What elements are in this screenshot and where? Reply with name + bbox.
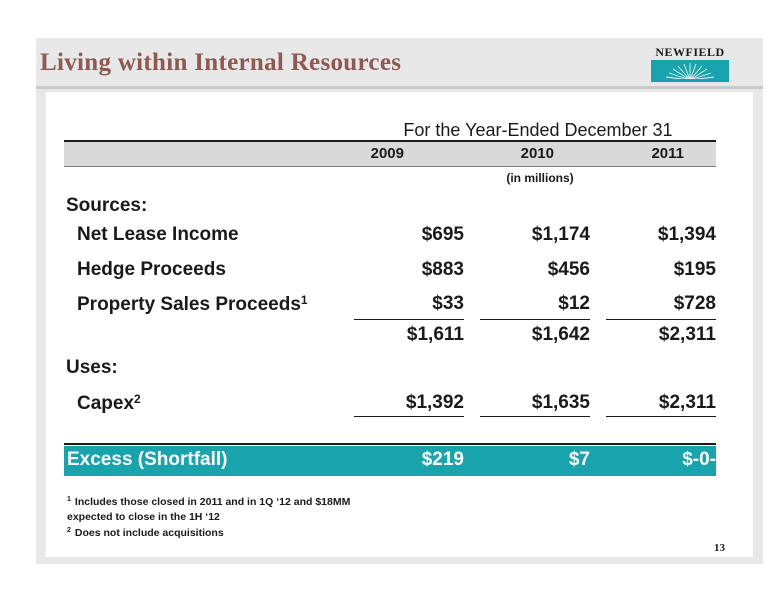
subtotal-rule-2010	[480, 319, 590, 320]
cell-capex-2011: $2,311	[658, 392, 716, 413]
subtotal-rule-2011	[606, 319, 716, 320]
row-label-net-lease-income: Net Lease Income	[77, 224, 239, 245]
header-top-rule	[64, 140, 716, 142]
footnote-ref-2: 2	[134, 392, 141, 406]
year-header-2009: 2009	[370, 145, 404, 162]
cell-hedge-2009: $883	[421, 259, 464, 280]
cell-excess-2010: $7	[568, 449, 590, 470]
capex-rule-2009	[354, 416, 464, 417]
slide-title: Living within Internal Resources	[40, 49, 402, 76]
row-label-hedge-proceeds: Hedge Proceeds	[77, 259, 226, 280]
subtotal-rule-2009	[354, 319, 464, 320]
page-number: 13	[714, 542, 725, 554]
row-label-excess: Excess (Shortfall)	[67, 449, 228, 470]
newfield-logo: NEWFIELD	[651, 45, 729, 82]
excess-row-band	[64, 446, 716, 476]
cell-capex-2009: $1,392	[405, 392, 464, 413]
cell-hedge-2011: $195	[673, 259, 716, 280]
cell-net-lease-2009: $695	[421, 224, 464, 245]
cell-property-2010: $12	[558, 293, 590, 314]
excess-top-rule	[64, 443, 716, 445]
cell-sources-total-2011: $2,311	[658, 324, 716, 345]
year-header-2011: 2011	[651, 145, 684, 162]
footnote-1-text: Includes those closed in 2011 and in 1Q …	[74, 496, 351, 508]
sources-heading: Sources:	[66, 195, 148, 216]
row-label-capex: Capex2	[77, 392, 141, 414]
footnote-2: 2 Does not include acquisitions	[67, 523, 224, 541]
footnote-1-text-cont: expected to close in the 1H ‘12	[67, 511, 220, 523]
cell-sources-total-2010: $1,642	[531, 324, 590, 345]
footnote-2-text: Does not include acquisitions	[74, 527, 224, 539]
cell-hedge-2010: $456	[547, 259, 590, 280]
title-divider	[36, 86, 763, 89]
uses-heading: Uses:	[66, 357, 118, 378]
header-bottom-rule	[64, 166, 716, 167]
year-header-band	[64, 142, 716, 166]
units-note: (in millions)	[506, 171, 574, 185]
logo-sunburst-icon	[651, 60, 729, 82]
cell-sources-total-2009: $1,611	[406, 324, 464, 345]
footnote-1-marker: 1	[67, 496, 71, 503]
cell-net-lease-2011: $1,394	[657, 224, 716, 245]
capex-rule-2011	[606, 416, 716, 417]
cell-excess-2009: $219	[421, 449, 464, 470]
footnote-ref-1: 1	[300, 293, 308, 307]
footnote-2-marker: 2	[67, 527, 71, 534]
capex-rule-2010	[480, 416, 590, 417]
cell-property-2011: $728	[673, 293, 716, 314]
cell-excess-2011: $-0-	[682, 449, 716, 470]
cell-net-lease-2010: $1,174	[531, 224, 590, 245]
cell-property-2009: $33	[432, 293, 464, 314]
logo-text: NEWFIELD	[655, 45, 725, 59]
footnote-1: 1 Includes those closed in 2011 and in 1Q…	[67, 492, 350, 525]
slide-body	[46, 92, 753, 557]
row-label-property-sales: Property Sales Proceeds1	[77, 293, 308, 315]
year-header-2010: 2010	[520, 145, 554, 162]
period-header: For the Year-Ended December 31	[403, 120, 673, 140]
cell-capex-2010: $1,635	[531, 392, 590, 413]
